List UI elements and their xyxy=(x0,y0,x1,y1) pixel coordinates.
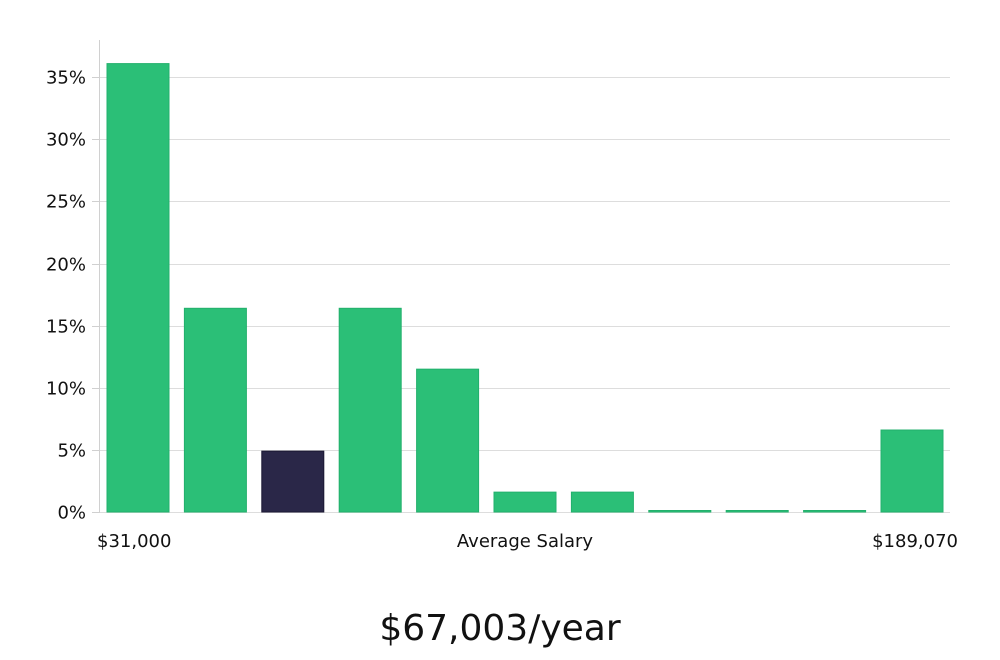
x-label-max: $189,070 xyxy=(872,531,958,552)
y-axis-ticks: 0% 5% 10% 15% 20% 25% 30% 35% xyxy=(46,68,100,524)
bar-highlighted xyxy=(261,450,325,513)
bar xyxy=(648,510,712,513)
y-tick-label: 35% xyxy=(46,68,86,89)
y-tick-label: 30% xyxy=(46,130,86,151)
bar xyxy=(725,510,789,513)
y-tick-label: 5% xyxy=(57,441,86,462)
bar xyxy=(803,510,867,513)
bar xyxy=(570,491,634,513)
bar xyxy=(183,307,247,513)
salary-histogram: 0% 5% 10% 15% 20% 25% 30% 35% $31,000 Average S… xyxy=(46,40,958,552)
average-salary-value: $67,003/year xyxy=(379,608,621,649)
y-tick-label: 10% xyxy=(46,379,86,400)
bar xyxy=(416,368,480,513)
x-label-center: Average Salary xyxy=(457,531,594,552)
y-tick-label: 0% xyxy=(57,503,86,524)
bar xyxy=(493,491,557,513)
y-tick-label: 15% xyxy=(46,317,86,338)
x-label-min: $31,000 xyxy=(97,531,171,552)
bar xyxy=(880,429,944,513)
bars xyxy=(106,63,944,513)
y-tick-label: 20% xyxy=(46,255,86,276)
bar xyxy=(106,63,170,513)
y-tick-label: 25% xyxy=(46,192,86,213)
bar xyxy=(338,307,402,513)
